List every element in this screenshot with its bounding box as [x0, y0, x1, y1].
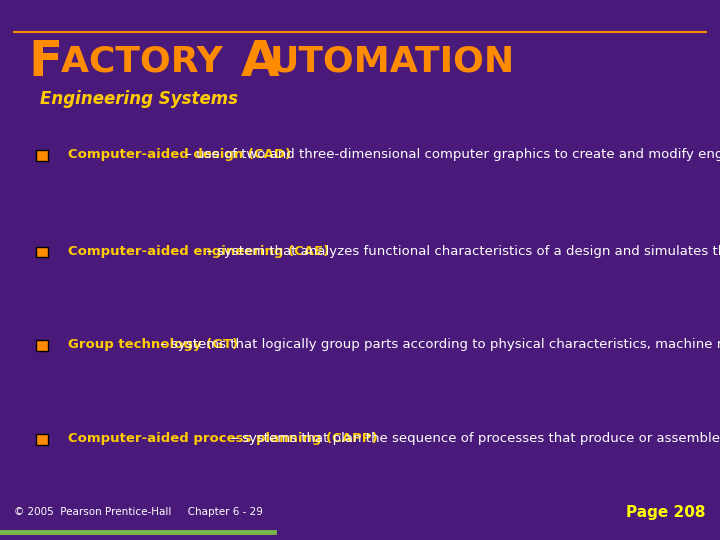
Text: – system that analyzes functional characteristics of a design and simulates the : – system that analyzes functional charac… — [202, 245, 720, 258]
FancyBboxPatch shape — [36, 434, 48, 445]
Text: Computer-aided engineering (CAE): Computer-aided engineering (CAE) — [68, 245, 330, 258]
Text: ACTORY: ACTORY — [61, 45, 235, 79]
Text: Engineering Systems: Engineering Systems — [40, 90, 238, 108]
Text: UTOMATION: UTOMATION — [270, 45, 516, 79]
Text: Computer-aided process planning (CAPP): Computer-aided process planning (CAPP) — [68, 433, 378, 446]
Text: – systems that plan the sequence of processes that produce or assemble a part: – systems that plan the sequence of proc… — [227, 433, 720, 446]
FancyBboxPatch shape — [36, 340, 48, 352]
Text: – systems that logically group parts according to physical characteristics, mach: – systems that logically group parts acc… — [156, 339, 720, 352]
Text: A: A — [241, 38, 280, 86]
Text: Group technology (GT): Group technology (GT) — [68, 339, 238, 352]
FancyBboxPatch shape — [36, 150, 48, 161]
Text: Page 208: Page 208 — [626, 505, 706, 520]
Text: Computer-aided design (CAD): Computer-aided design (CAD) — [68, 148, 292, 161]
Text: F: F — [29, 38, 63, 86]
FancyBboxPatch shape — [36, 247, 48, 258]
Text: © 2005  Pearson Prentice-Hall     Chapter 6 - 29: © 2005 Pearson Prentice-Hall Chapter 6 -… — [14, 508, 264, 517]
Text: – use of two and three-dimensional computer graphics to create and modify engine: – use of two and three-dimensional compu… — [181, 148, 720, 161]
